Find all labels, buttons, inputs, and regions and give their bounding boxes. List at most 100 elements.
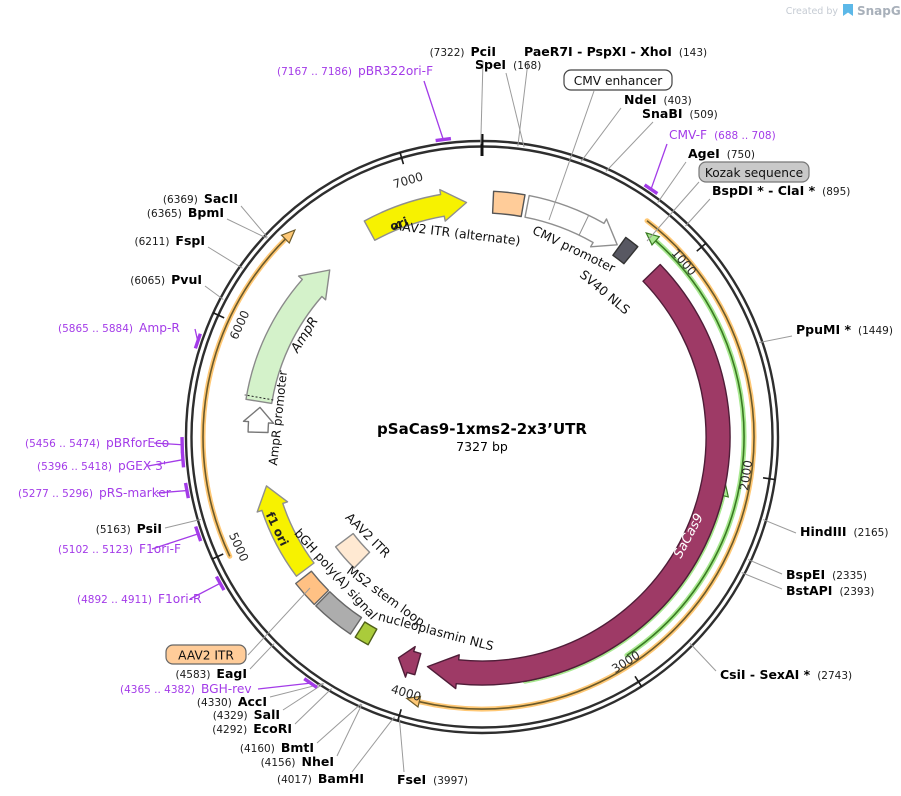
site-label-bspdi[interactable]: BspDI * - ClaI * (895) (712, 183, 850, 198)
feature-cmv-promoter[interactable] (524, 194, 618, 248)
site-label-nhei[interactable]: (4156) NheI (261, 754, 334, 769)
created-by-text: Created by (786, 6, 839, 17)
boxed-label-text-cmv-enhancer: CMV enhancer (574, 74, 664, 88)
site-leader-hindiii (762, 519, 797, 534)
site-label-fsei[interactable]: FseI (3997) (397, 772, 468, 787)
boxed-label-text-aav2-itr-tag: AAV2 ITR (178, 649, 234, 663)
label-leader-kozak-sequence (646, 181, 700, 242)
snapgene-logo-icon (843, 4, 853, 16)
site-label-psii[interactable]: (5163) PsiI (96, 521, 162, 536)
site-leader-bmti (316, 703, 362, 744)
boxed-label-text-kozak-sequence: Kozak sequence (705, 166, 803, 180)
feature-sv40-nls[interactable] (612, 236, 639, 265)
tick-6000 (212, 311, 225, 319)
site-label-snabi[interactable]: SnaBI (509) (642, 106, 718, 121)
primer-label-pbrforeco[interactable]: (5456 .. 5474) pBRforEco (25, 436, 169, 450)
boxed-label-cmv-enhancer[interactable] (563, 69, 673, 91)
feature-bgh-polya-signal[interactable] (315, 591, 363, 635)
feature-ori[interactable] (363, 188, 468, 241)
primer-label-cmv-f[interactable]: CMV-F (688 .. 708) (669, 128, 776, 142)
site-leader-eagi (249, 643, 275, 670)
site-leader-agei (657, 161, 687, 203)
site-leader-nhei (336, 704, 363, 757)
primer-label-prs-marker[interactable]: (5277 .. 5296) pRS-marker (18, 486, 172, 500)
feature-aav2-itr-alternate[interactable] (491, 190, 526, 218)
site-label-eagi[interactable]: (4583) EagI (176, 666, 248, 681)
primer-label-f1ori-r[interactable]: (4892 .. 4911) F1ori-R (77, 592, 202, 606)
site-label-bstapi[interactable]: BstAPI (2393) (786, 583, 874, 598)
site-label-paer7i[interactable]: PaeR7I - PspXI - XhoI (143) (524, 44, 707, 59)
arc-green-outer-core (626, 240, 745, 656)
feature-label-aav2-itr-alternate[interactable]: AAV2 ITR (alternate) (393, 218, 522, 248)
primer-label-pgex-3[interactable]: (5396 .. 5418) pGEX 3' (37, 459, 166, 473)
site-label-csii[interactable]: CsiI - SexAI * (2743) (720, 667, 852, 682)
site-label-sacii[interactable]: (6369) SacII (163, 191, 238, 206)
feature-ampr-promoter[interactable] (242, 406, 275, 434)
tick-3000 (634, 675, 643, 688)
tick-1000 (696, 242, 707, 252)
feature-ampr[interactable] (245, 269, 331, 405)
feature-aav2-itr-segment[interactable] (295, 570, 330, 606)
primer-leader-bgh-rev (257, 682, 311, 690)
feature-label-sv40-nls[interactable]: SV40 NLS (577, 267, 633, 317)
primer-label-pbr322ori-f[interactable]: (7167 .. 7186) pBR322ori-F (277, 64, 433, 78)
tick-5000 (211, 553, 224, 560)
boxed-label-kozak-sequence[interactable] (698, 161, 810, 183)
primer-label-amp-r[interactable]: (5865 .. 5884) Amp-R (58, 321, 180, 335)
label-leader-cmv-enhancer (548, 90, 595, 221)
site-label-ndei[interactable]: NdeI (403) (624, 92, 692, 107)
site-leader-ppumi (759, 335, 793, 344)
site-label-bspei[interactable]: BspEI (2335) (786, 567, 867, 582)
site-leader-bamhi (351, 716, 395, 773)
site-leader-pcii (480, 60, 484, 145)
feature-nucleoplasmin-nls[interactable] (397, 645, 422, 678)
site-label-ppumi[interactable]: PpuMI * (1449) (796, 322, 893, 337)
site-leader-sacii (240, 205, 268, 238)
label-leader-aav2-itr-tag (247, 587, 311, 656)
primer-leader-pbr322ori-f (423, 80, 444, 140)
site-label-bpmi[interactable]: (6365) BpmI (147, 205, 224, 220)
tick-label-7000: 7000 (391, 169, 424, 191)
site-leader-bstapi (741, 572, 783, 590)
backbone (184, 134, 780, 735)
feature-label-ori[interactable]: ori (388, 214, 410, 233)
feature-aav2-itr[interactable] (334, 532, 371, 569)
site-leader-psii (164, 518, 201, 529)
site-label-hindiii[interactable]: HindIII (2165) (800, 524, 888, 539)
primer-leader-f1ori-r (189, 582, 221, 600)
feature-label-nucleoplasmin-nls[interactable]: nucleoplasmin NLS (377, 608, 496, 653)
features (242, 188, 731, 690)
site-label-agei[interactable]: AgeI (750) (688, 146, 755, 161)
primer-label-bgh-rev[interactable]: (4365 .. 4382) BGH-rev (120, 682, 252, 696)
site-label-pcii[interactable]: (7322) PciI (430, 44, 496, 59)
boxed-label-aav2-itr-tag[interactable] (165, 644, 247, 665)
site-leader-ndei (580, 107, 622, 162)
arc-orange-left-core (202, 238, 286, 557)
site-label-spei[interactable]: SpeI (168) (475, 57, 541, 72)
site-leader-fsei (398, 718, 405, 773)
site-label-bamhi[interactable]: (4017) BamHI (277, 771, 364, 786)
primer-tick-prs-marker (183, 482, 190, 499)
site-label-bmti[interactable]: (4160) BmtI (240, 740, 314, 755)
site-label-acci[interactable]: (4330) AccI (197, 694, 267, 709)
feature-sacas9[interactable] (426, 263, 731, 690)
primer-tick-f1ori-f (194, 525, 203, 542)
primer-label-f1ori-f[interactable]: (5102 .. 5123) F1ori-F (58, 542, 181, 556)
feature-ms2-stem-loop[interactable] (354, 621, 378, 646)
primer-leader-prs-marker (156, 489, 187, 494)
site-label-sali[interactable]: (4329) SalI (213, 707, 280, 722)
site-leader-bpmi (226, 218, 268, 239)
primer-tick-amp-r (193, 333, 202, 349)
site-leader-ecori (294, 688, 332, 725)
plasmid-title: pSaCas9-1xms2-2x3’UTR (377, 420, 587, 438)
site-label-fspi[interactable]: (6211) FspI (135, 233, 206, 248)
tick-label-2000: 2000 (737, 459, 755, 491)
site-leader-sali (282, 683, 324, 711)
primer-tick-cmv-f (643, 183, 659, 195)
feature-f1-ori[interactable] (256, 485, 315, 577)
site-label-ecori[interactable]: (4292) EcoRI (212, 721, 292, 736)
tick-7000 (399, 151, 405, 165)
primer-leader-cmv-f (650, 143, 668, 190)
site-label-pvui[interactable]: (6065) PvuI (130, 272, 202, 287)
